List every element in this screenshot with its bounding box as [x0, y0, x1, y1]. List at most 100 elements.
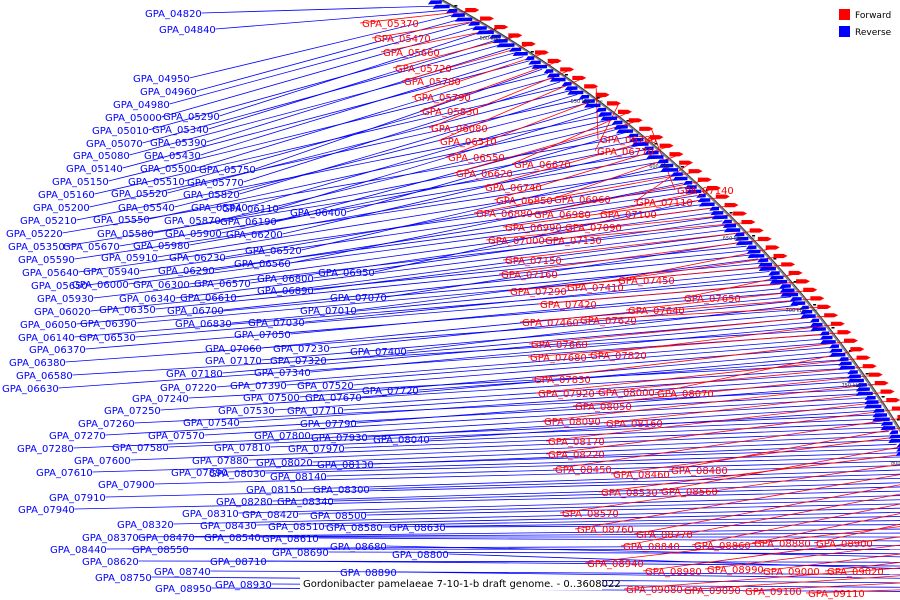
forward-gene-label[interactable]: GPA_07640 [628, 306, 685, 317]
reverse-gene-label[interactable]: GPA_05650 [31, 281, 88, 292]
reverse-gene-label[interactable]: GPA_05430 [144, 151, 201, 162]
forward-gene-label[interactable]: GPA_08000 [598, 388, 655, 399]
reverse-gene-label[interactable]: GPA_07340 [254, 368, 311, 379]
reverse-gene-label[interactable]: GPA_07670 [305, 393, 362, 404]
reverse-gene-label[interactable]: GPA_07250 [104, 406, 161, 417]
reverse-gene-label[interactable]: GPA_06520 [245, 246, 302, 257]
reverse-gene-label[interactable]: GPA_06390 [80, 319, 137, 330]
reverse-gene-label[interactable]: GPA_06140 [18, 333, 75, 344]
reverse-gene-label[interactable]: GPA_07720 [362, 386, 419, 397]
reverse-gene-label[interactable]: GPA_08430 [200, 521, 257, 532]
reverse-gene-label[interactable]: GPA_07270 [49, 431, 106, 442]
reverse-gene-label[interactable]: GPA_05750 [199, 165, 256, 176]
reverse-gene-label[interactable]: GPA_05510 [128, 177, 185, 188]
forward-gene-label[interactable]: GPA_07680 [530, 353, 587, 364]
reverse-gene-label[interactable]: GPA_06580 [16, 371, 73, 382]
reverse-gene-label[interactable]: GPA_08030 [209, 469, 266, 480]
reverse-gene-label[interactable]: GPA_05980 [133, 241, 190, 252]
forward-gene-label[interactable]: GPA_09000 [763, 567, 820, 578]
forward-gene-label[interactable]: GPA_09020 [827, 567, 884, 578]
forward-gene-label[interactable]: GPA_08460 [613, 470, 670, 481]
reverse-gene-label[interactable]: GPA_05000 [105, 113, 162, 124]
reverse-gene-label[interactable]: GPA_06370 [29, 345, 86, 356]
forward-gene-label[interactable]: GPA_06510 [440, 137, 497, 148]
forward-gene-label[interactable]: GPA_09090 [684, 586, 741, 597]
reverse-gene-label[interactable]: GPA_07170 [205, 356, 262, 367]
reverse-gene-label[interactable]: GPA_08300 [313, 485, 370, 496]
forward-gene-label[interactable]: GPA_08880 [754, 539, 811, 550]
reverse-gene-label[interactable]: GPA_06300 [133, 280, 190, 291]
reverse-gene-label[interactable]: GPA_08750 [95, 573, 152, 584]
forward-gene-label[interactable]: GPA_06990 [505, 223, 562, 234]
reverse-gene-label[interactable]: GPA_06000 [72, 280, 129, 291]
forward-gene-label[interactable]: GPA_08530 [601, 488, 658, 499]
forward-gene-label[interactable]: GPA_07130 [545, 236, 602, 247]
reverse-gene-label[interactable]: GPA_05930 [37, 294, 94, 305]
forward-gene-label[interactable]: GPA_07160 [501, 270, 558, 281]
reverse-gene-label[interactable]: GPA_06830 [175, 319, 232, 330]
forward-gene-label[interactable]: GPA_07090 [565, 223, 622, 234]
reverse-gene-label[interactable]: GPA_05870 [164, 216, 221, 227]
forward-gene-label[interactable]: GPA_05660 [383, 48, 440, 59]
reverse-gene-label[interactable]: GPA_05140 [66, 164, 123, 175]
reverse-gene-label[interactable]: GPA_07600 [74, 456, 131, 467]
forward-gene-label[interactable]: GPA_07410 [567, 283, 624, 294]
reverse-gene-label[interactable]: GPA_07390 [230, 381, 287, 392]
reverse-gene-label[interactable]: GPA_06570 [194, 279, 251, 290]
reverse-gene-label[interactable]: GPA_05160 [38, 190, 95, 201]
reverse-gene-label[interactable]: GPA_06890 [257, 286, 314, 297]
reverse-gene-label[interactable]: GPA_07930 [311, 433, 368, 444]
reverse-gene-label[interactable]: GPA_06560 [234, 259, 291, 270]
reverse-gene-label[interactable]: GPA_05540 [118, 203, 175, 214]
reverse-gene-label[interactable]: GPA_07610 [36, 468, 93, 479]
reverse-gene-label[interactable]: GPA_05770 [187, 178, 244, 189]
reverse-gene-label[interactable]: GPA_04840 [159, 25, 216, 36]
reverse-gene-label[interactable]: GPA_06630 [2, 384, 59, 395]
forward-gene-label[interactable]: GPA_06740 [485, 183, 542, 194]
reverse-gene-label[interactable]: GPA_07580 [112, 443, 169, 454]
forward-gene-label[interactable]: GPA_07460 [522, 318, 579, 329]
forward-gene-label[interactable]: GPA_08090 [544, 417, 601, 428]
reverse-gene-label[interactable]: GPA_05340 [152, 125, 209, 136]
reverse-gene-label[interactable]: GPA_07940 [18, 505, 75, 516]
reverse-gene-label[interactable]: GPA_08620 [82, 557, 139, 568]
reverse-gene-label[interactable]: GPA_05220 [6, 229, 63, 240]
forward-gene-label[interactable]: GPA_06670 [514, 160, 571, 171]
reverse-gene-label[interactable]: GPA_04960 [140, 87, 197, 98]
reverse-gene-label[interactable]: GPA_07320 [270, 356, 327, 367]
reverse-gene-label[interactable]: GPA_07890 [171, 468, 228, 479]
reverse-gene-label[interactable]: GPA_08320 [117, 520, 174, 531]
forward-gene-label[interactable]: GPA_08050 [575, 402, 632, 413]
reverse-gene-label[interactable]: GPA_07260 [78, 419, 135, 430]
reverse-gene-label[interactable]: GPA_08690 [272, 548, 329, 559]
reverse-gene-label[interactable]: GPA_05820 [183, 190, 240, 201]
forward-gene-label[interactable]: GPA_08480 [671, 466, 728, 477]
forward-gene-label[interactable]: GPA_08760 [577, 525, 634, 536]
reverse-gene-label[interactable]: GPA_08610 [262, 534, 319, 545]
reverse-gene-label[interactable]: GPA_08540 [204, 533, 261, 544]
reverse-gene-label[interactable]: GPA_07800 [254, 431, 311, 442]
forward-gene-label[interactable]: GPA_06780 [600, 135, 657, 146]
forward-gene-label[interactable]: GPA_08980 [645, 567, 702, 578]
reverse-gene-label[interactable]: GPA_06340 [119, 294, 176, 305]
reverse-gene-label[interactable]: GPA_07220 [160, 383, 217, 394]
forward-gene-label[interactable]: GPA_07830 [534, 375, 591, 386]
reverse-gene-label[interactable]: GPA_05210 [20, 216, 77, 227]
reverse-gene-label[interactable]: GPA_04950 [133, 74, 190, 85]
forward-gene-label[interactable]: GPA_06080 [431, 124, 488, 135]
reverse-gene-label[interactable]: GPA_07180 [166, 369, 223, 380]
reverse-gene-label[interactable]: GPA_06950 [318, 268, 375, 279]
forward-gene-label[interactable]: GPA_05790 [414, 93, 471, 104]
reverse-gene-label[interactable]: GPA_07530 [218, 406, 275, 417]
forward-gene-label[interactable]: GPA_07620 [580, 316, 637, 327]
reverse-gene-label[interactable]: GPA_06380 [9, 358, 66, 369]
reverse-gene-label[interactable]: GPA_07540 [183, 418, 240, 429]
forward-gene-label[interactable]: GPA_06770 [597, 147, 654, 158]
reverse-gene-label[interactable]: GPA_08550 [132, 545, 189, 556]
reverse-gene-label[interactable]: GPA_08020 [256, 458, 313, 469]
reverse-gene-label[interactable]: GPA_08040 [373, 435, 430, 446]
reverse-gene-label[interactable]: GPA_06530 [79, 333, 136, 344]
reverse-gene-label[interactable]: GPA_05390 [150, 138, 207, 149]
forward-gene-label[interactable]: GPA_06620 [456, 169, 513, 180]
forward-gene-label[interactable]: GPA_08940 [587, 559, 644, 570]
